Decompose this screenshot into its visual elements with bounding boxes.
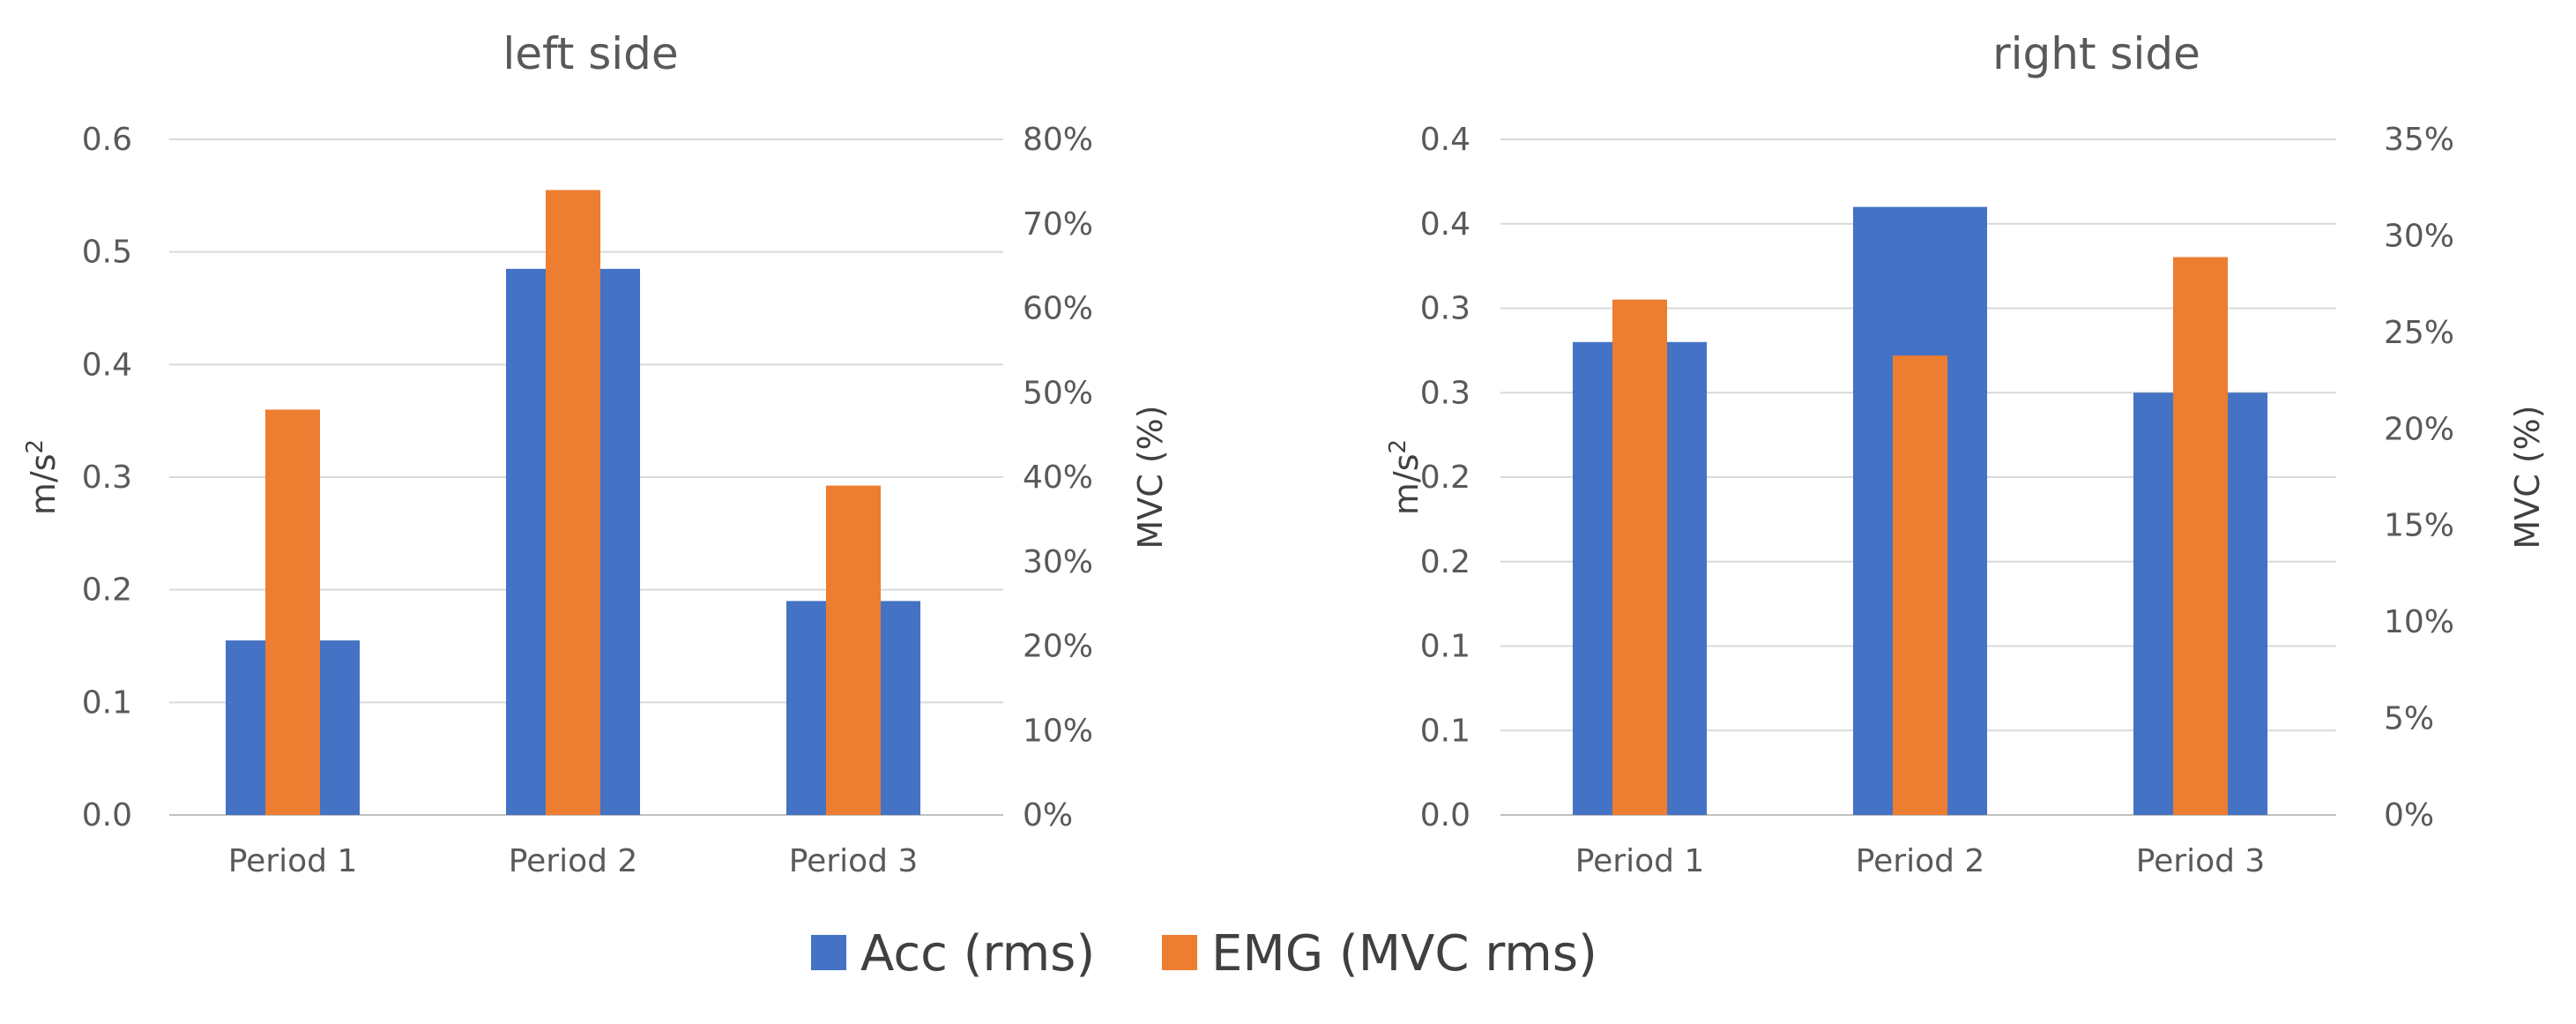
bar-emg-1 [1612, 299, 1667, 815]
y2-tick-label: 10% [2384, 604, 2454, 640]
y2-tick-label: 70% [1023, 206, 1093, 243]
bar-emg-3 [826, 485, 881, 815]
y-axis-label-exponent: 2 [22, 439, 48, 454]
y-tick-label: 0.0 [82, 797, 132, 833]
y2-tick-label: 10% [1023, 713, 1093, 749]
right-chart: right side 0.0 0.1 0.1 0.2 0.2 0.3 0.3 0.4 0.4 0% 5… [1385, 28, 2547, 879]
y-tick-label: 0.5 [82, 235, 132, 271]
category-label: Period 1 [1575, 843, 1705, 879]
y2-tick-label: 35% [2384, 122, 2454, 158]
y2-tick-label: 15% [2384, 508, 2454, 544]
category-label: Period 2 [1856, 843, 1985, 879]
category-label: Period 1 [228, 843, 358, 879]
y-tick-label: 0.4 [1420, 122, 1470, 158]
y-tick-label: 0.2 [1420, 544, 1470, 580]
chart-title: left side [503, 28, 678, 79]
y-tick-label: 0.2 [1420, 460, 1470, 496]
legend-swatch-acc [811, 935, 846, 970]
category-label: Period 3 [789, 843, 919, 879]
y2-tick-label: 0% [2384, 797, 2434, 833]
y-tick-label: 0.2 [82, 572, 132, 609]
y-tick-label: 0.3 [1420, 375, 1470, 411]
y2-axis-label: MVC (%) [2508, 405, 2547, 549]
left-chart: left side 0.0 0.1 0.2 0.3 0.4 0.5 0.6 0% 10% 20% 30… [22, 28, 1170, 879]
chart-title: right side [1992, 28, 2200, 79]
y-tick-label: 0.6 [82, 122, 132, 158]
y2-tick-label: 50% [1023, 375, 1093, 411]
legend-swatch-emg [1162, 935, 1197, 970]
bar-emg-2 [1893, 355, 1947, 815]
legend-label-emg: EMG (MVC rms) [1211, 925, 1597, 983]
y2-tick-label: 25% [2384, 315, 2454, 351]
bar-emg-3 [2173, 257, 2228, 815]
y-tick-label: 0.0 [1420, 797, 1470, 833]
y-axis-label-unit: m/s [24, 453, 63, 515]
y2-tick-label: 20% [1023, 629, 1093, 665]
bar-emg-2 [546, 190, 600, 815]
y-tick-label: 0.4 [82, 347, 132, 383]
y-tick-label: 0.1 [1420, 629, 1470, 665]
legend-label-acc: Acc (rms) [860, 925, 1095, 983]
category-label: Period 3 [2136, 843, 2266, 879]
y2-axis-label: MVC (%) [1131, 405, 1170, 549]
category-label: Period 2 [509, 843, 638, 879]
y2-tick-label: 20% [2384, 411, 2454, 447]
y2-tick-label: 80% [1023, 122, 1093, 158]
legend: Acc (rms) EMG (MVC rms) [811, 925, 1597, 983]
y-axis-label: m/s2 [1385, 439, 1426, 515]
y2-tick-label: 5% [2384, 701, 2434, 737]
bar-emg-1 [265, 409, 320, 815]
y-axis-label-exponent: 2 [1385, 439, 1411, 454]
y2-tick-label: 30% [2384, 218, 2454, 254]
y-tick-label: 0.3 [1420, 291, 1470, 327]
y-tick-label: 0.1 [82, 684, 132, 721]
y-tick-label: 0.1 [1420, 713, 1470, 749]
y-axis-label: m/s2 [22, 439, 63, 515]
y-tick-label: 0.3 [82, 460, 132, 496]
y2-tick-label: 30% [1023, 544, 1093, 580]
y-axis-label-unit: m/s [1387, 453, 1426, 515]
y2-tick-label: 60% [1023, 291, 1093, 327]
y2-tick-label: 40% [1023, 460, 1093, 496]
y-tick-label: 0.4 [1420, 206, 1470, 243]
y2-tick-label: 0% [1023, 797, 1073, 833]
